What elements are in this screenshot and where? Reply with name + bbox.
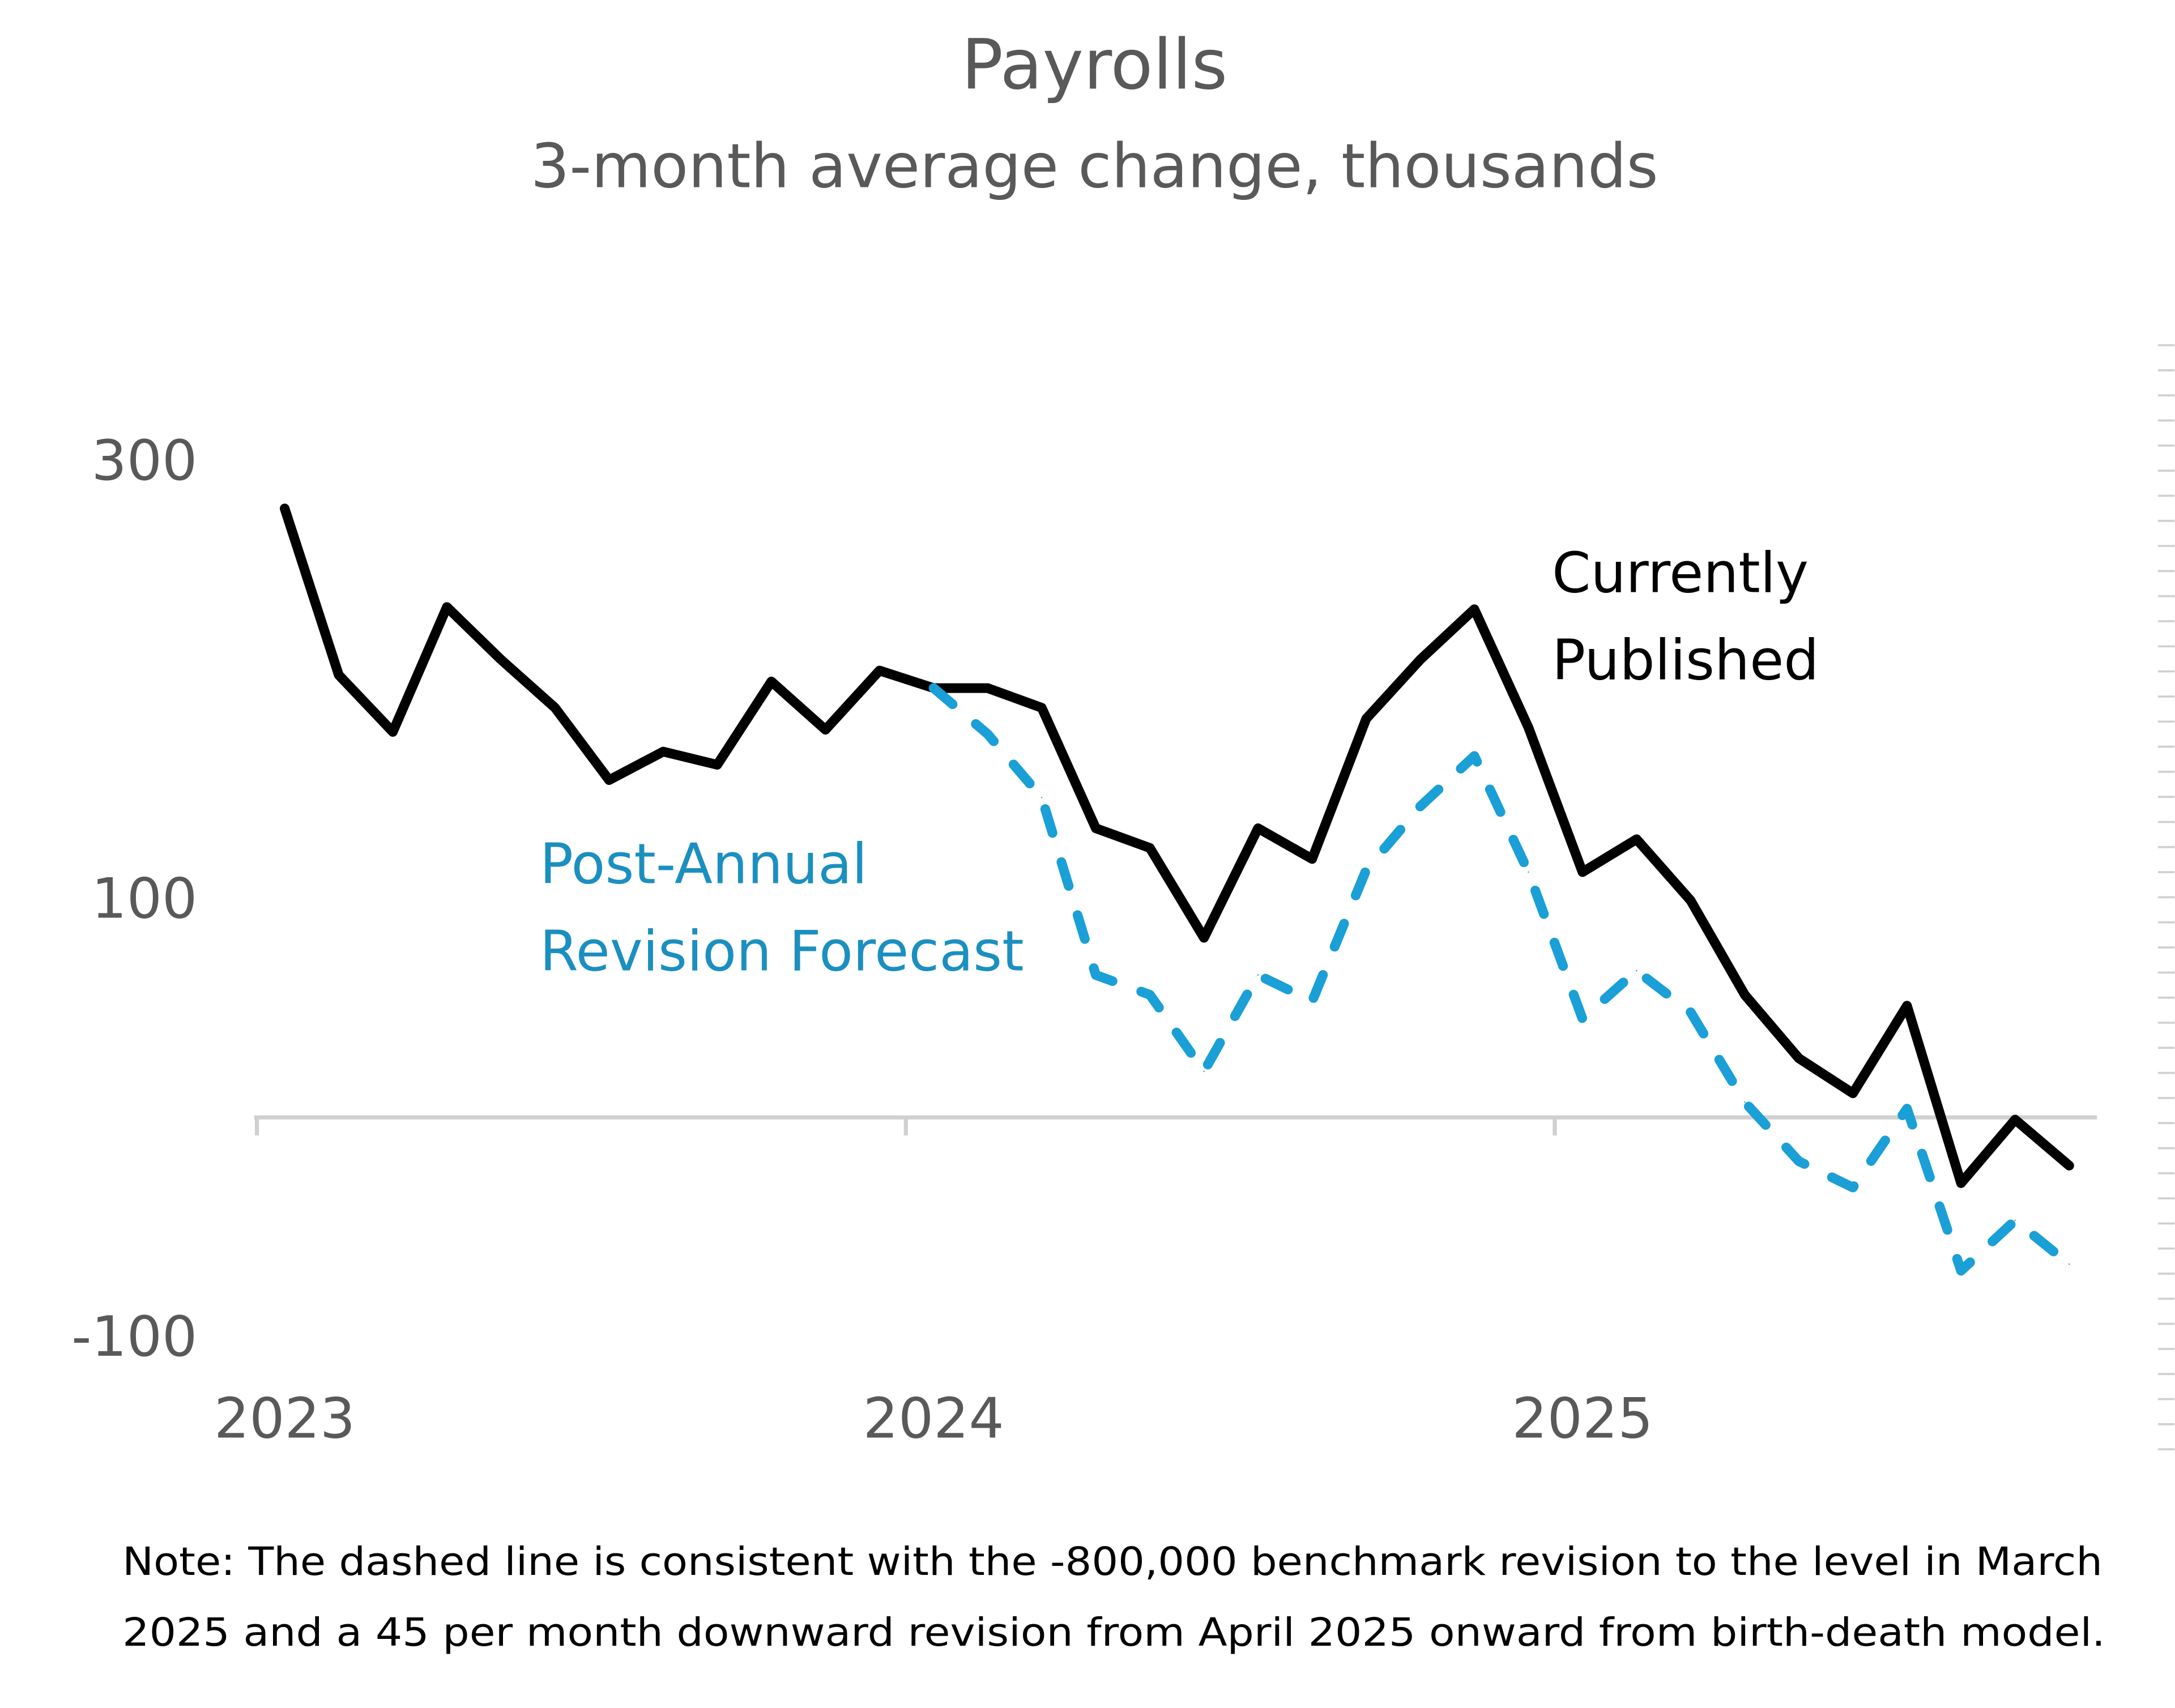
data-point-forecast — [1149, 994, 1151, 996]
chart-title: Payrolls — [961, 24, 1227, 105]
data-point-published — [1744, 994, 1746, 996]
data-point-forecast — [1473, 755, 1475, 757]
right-axis-ticks — [2157, 344, 2175, 1451]
data-point-forecast — [1744, 1101, 1746, 1103]
note-line-2: 2025 and a 45 per month downward revisio… — [122, 1610, 2105, 1655]
data-point-forecast — [2068, 1263, 2070, 1265]
y-tick-label: -100 — [71, 1305, 197, 1369]
data-point-forecast — [1203, 1070, 1205, 1073]
data-point-published — [284, 507, 285, 510]
data-point-published — [662, 750, 664, 753]
y-tick-label: 300 — [91, 429, 197, 493]
data-point-published — [717, 764, 718, 766]
series-post-annual-revision-forecast — [928, 683, 2074, 1276]
data-point-published — [500, 659, 502, 660]
series-currently-published — [280, 503, 2074, 1188]
data-point-published — [1528, 727, 1529, 728]
data-point-published — [1473, 608, 1475, 610]
data-point-forecast — [1528, 871, 1529, 873]
data-point-published — [392, 731, 394, 733]
data-point-forecast — [1798, 1160, 1800, 1162]
x-tick-label: 2025 — [1512, 1387, 1653, 1451]
data-point-published — [1365, 718, 1367, 720]
label-currently-published-1: Currently — [1552, 541, 1809, 605]
data-point-forecast — [1095, 974, 1097, 976]
data-point-published — [554, 707, 556, 709]
data-point-published — [1960, 1182, 1962, 1184]
data-point-forecast — [1419, 805, 1421, 808]
data-point-published — [1798, 1057, 1800, 1059]
data-point-forecast — [1960, 1270, 1962, 1272]
data-point-published — [446, 606, 448, 608]
data-point-published — [2068, 1165, 2070, 1167]
data-point-published — [987, 687, 988, 689]
data-point-published — [1852, 1092, 1854, 1094]
data-point-published — [338, 674, 340, 676]
data-point-forecast — [1040, 797, 1043, 799]
label-currently-published-2: Published — [1552, 629, 1819, 693]
data-point-published — [1690, 899, 1692, 902]
data-point-forecast — [1852, 1186, 1854, 1189]
data-point-published — [1040, 707, 1043, 709]
x-tick-label: 2023 — [214, 1387, 355, 1451]
data-point-forecast — [1636, 970, 1637, 972]
data-point-published — [1906, 1005, 1908, 1007]
data-point-published — [1311, 858, 1313, 860]
y-tick-label: 100 — [91, 867, 197, 932]
data-point-published — [1149, 847, 1151, 849]
data-point-published — [770, 681, 773, 682]
data-point-published — [1636, 838, 1637, 840]
data-point-published — [608, 779, 610, 781]
data-point-published — [1581, 871, 1584, 873]
data-point-published — [878, 669, 881, 672]
label-forecast-1: Post-Annual — [540, 832, 867, 896]
data-point-forecast — [987, 733, 988, 735]
data-point-published — [1095, 827, 1097, 829]
data-point-forecast — [1690, 1011, 1692, 1013]
chart-subtitle: 3-month average change, thousands — [531, 131, 1658, 202]
data-point-published — [1203, 937, 1205, 939]
data-point-published — [2014, 1118, 2016, 1121]
data-point-published — [825, 729, 826, 731]
x-tick-label: 2024 — [863, 1387, 1004, 1451]
label-forecast-2: Revision Forecast — [540, 920, 1024, 984]
data-point-forecast — [1311, 1000, 1313, 1002]
data-point-published — [1257, 827, 1259, 829]
data-point-forecast — [2014, 1219, 2016, 1222]
data-point-forecast — [1581, 1018, 1584, 1020]
data-point-forecast — [933, 687, 935, 689]
note-line-1: Note: The dashed line is consistent with… — [122, 1539, 2102, 1585]
data-point-forecast — [1257, 974, 1259, 976]
data-point-published — [1419, 659, 1421, 660]
data-point-forecast — [1365, 869, 1367, 871]
data-point-forecast — [1906, 1108, 1908, 1109]
